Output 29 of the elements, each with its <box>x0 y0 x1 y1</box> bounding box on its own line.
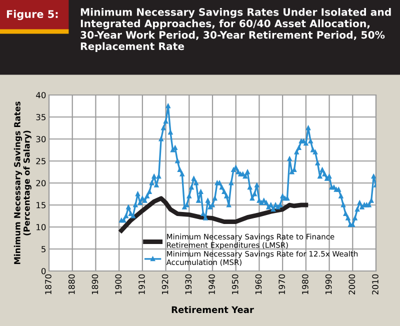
x-tick-label: 1990 <box>325 274 332 294</box>
y-tick-label: 10 <box>36 224 46 230</box>
x-tick-label: 1980 <box>302 274 308 294</box>
y-tick-label: 30 <box>36 136 46 142</box>
x-tick-label: 1890 <box>92 274 98 294</box>
y-tick-label: 40 <box>36 92 46 98</box>
x-tick-label: 2000 <box>348 274 356 294</box>
y-axis-title: Minimum Necessary Savings Rates (Percentage of Salary) <box>14 102 32 264</box>
y-tick-label: 20 <box>36 180 46 186</box>
x-tick-label: 1960 <box>255 274 262 294</box>
x-tick-label: 1950 <box>232 274 238 294</box>
x-tick-label: 1900 <box>115 274 122 294</box>
x-tick-label: 1910 <box>138 274 145 294</box>
y-tick-label: 35 <box>36 114 46 120</box>
y-tick-label: 5 <box>42 246 46 252</box>
x-tick-label: 1930 <box>185 274 192 294</box>
x-tick-label: 1880 <box>68 274 75 294</box>
x-axis-title: Retirement Year <box>172 306 254 314</box>
y-tick-label: 15 <box>36 202 46 208</box>
y-tick-label: 0 <box>41 268 46 274</box>
chart-title: Minimum Necessary Savings Rates Under Isolated and Integrated Approaches, for 60/40 Asset Allocation, 30-Year Work Period, 30-Year Retirement Period, 50% Replacement Rate <box>80 8 391 52</box>
x-tick-label: 1970 <box>278 274 285 294</box>
x-tick-label: 1920 <box>162 274 168 294</box>
line-series <box>119 196 308 233</box>
caption: Figure 5: <box>6 10 58 20</box>
x-tick-label: 1940 <box>208 274 215 294</box>
y-tick-label: 25 <box>36 158 46 164</box>
x-tick-label: 1870 <box>45 274 52 294</box>
x-tick-label: 2010 <box>372 274 378 294</box>
